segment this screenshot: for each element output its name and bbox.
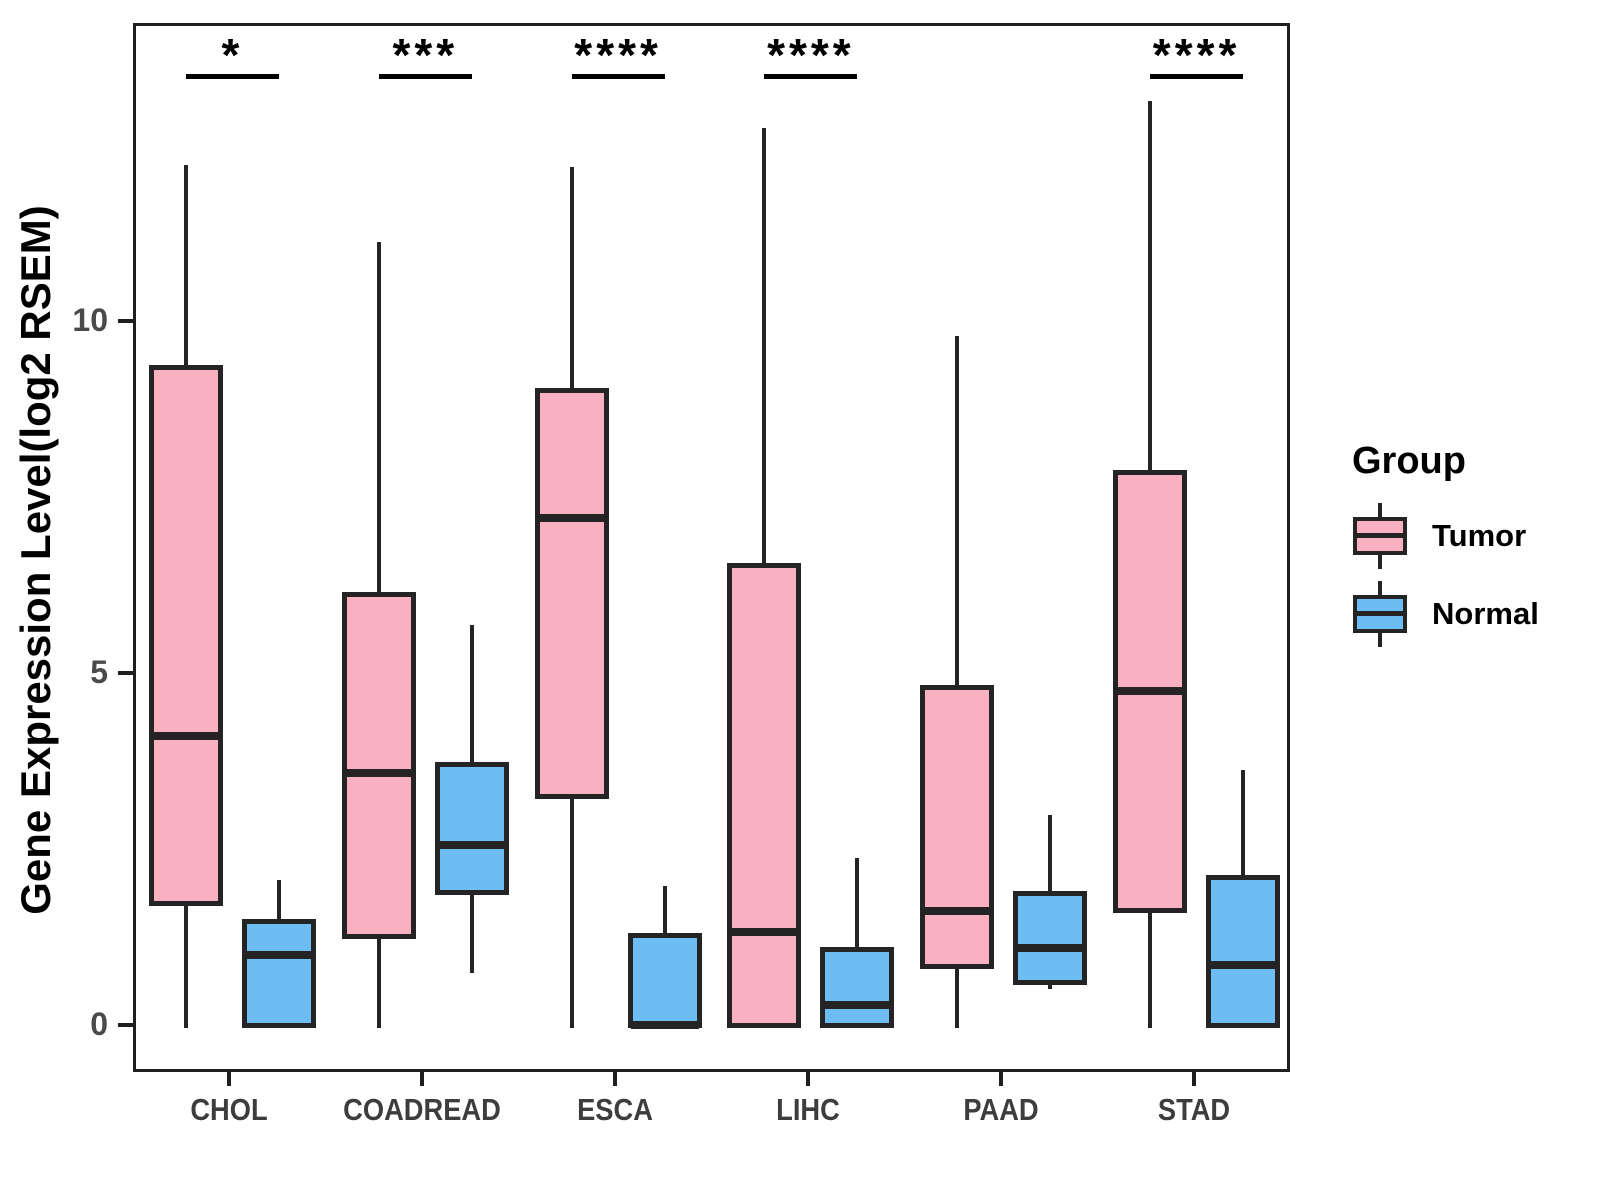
box-tumor-coadread [341,592,416,940]
x-category-label-esca: ESCA [577,1092,653,1127]
median-tumor-chol [151,731,220,740]
box-normal-coadread [434,761,509,895]
x-category-label-coadread: COADREAD [343,1092,502,1127]
box-tumor-paad [920,685,995,969]
x-tick-mark-lihc [805,1072,810,1086]
median-normal-stad [1209,960,1278,969]
significance-line-chol [185,74,279,79]
median-normal-esca [630,1020,699,1029]
x-tick-mark-esca [613,1072,618,1086]
median-tumor-coadread [344,769,413,778]
y-tick-mark-5 [118,671,133,675]
y-tick-label-0: 0 [90,1006,108,1042]
whisker-normal-lihc [855,858,860,1028]
legend: Group Tumor Normal [1352,440,1539,657]
significance-line-coadread [378,74,472,79]
significance-line-esca [571,74,665,79]
x-category-label-chol: CHOL [190,1092,269,1127]
y-tick-mark-10 [118,319,133,323]
median-normal-chol [244,950,313,959]
legend-label-normal: Normal [1432,596,1539,631]
significance-stars-coadread: *** [392,29,459,81]
median-tumor-stad [1116,686,1185,695]
significance-stars-esca: **** [574,29,662,81]
median-tumor-lihc [730,928,799,937]
box-normal-lihc [820,947,895,1028]
x-category-label-lihc: LIHC [776,1092,840,1127]
whisker-tumor-paad [955,336,960,1028]
x-category-label-paad: PAAD [963,1092,1039,1127]
x-tick-mark-stad [1191,1072,1196,1086]
median-normal-paad [1016,943,1085,952]
x-category-label-stad: STAD [1157,1092,1230,1127]
box-tumor-chol [148,364,223,907]
box-normal-chol [241,918,316,1028]
legend-median-line [1357,611,1403,616]
median-normal-coadread [437,841,506,849]
x-tick-mark-paad [998,1072,1003,1086]
box-tumor-esca [534,388,609,800]
significance-stars-lihc: **** [767,29,855,81]
legend-key-normal-boxplot-icon [1352,581,1408,647]
legend-label-tumor: Tumor [1432,518,1527,553]
box-normal-esca [627,933,702,1028]
significance-stars-chol: * [221,29,244,81]
legend-key-tumor-boxplot-icon [1352,503,1408,569]
box-normal-stad [1206,875,1281,1028]
y-tick-mark-0 [118,1023,133,1027]
median-normal-lihc [823,1000,892,1009]
x-tick-mark-coadread [420,1072,425,1086]
legend-median-line [1357,533,1403,538]
y-tick-label-10: 10 [72,302,108,338]
legend-title: Group [1352,440,1466,482]
plot-panel: * *** **** **** **** [133,23,1290,1072]
box-tumor-lihc [727,563,802,1028]
y-tick-label-5: 5 [90,654,108,690]
box-normal-paad [1013,890,1088,985]
median-tumor-esca [537,514,606,523]
legend-entry-normal: Normal [1352,579,1539,649]
significance-stars-stad: **** [1152,29,1241,81]
median-tumor-paad [923,907,992,916]
x-tick-mark-chol [227,1072,232,1086]
legend-entry-tumor: Tumor [1352,501,1539,571]
significance-line-stad [1150,74,1244,79]
significance-line-lihc [764,74,858,79]
